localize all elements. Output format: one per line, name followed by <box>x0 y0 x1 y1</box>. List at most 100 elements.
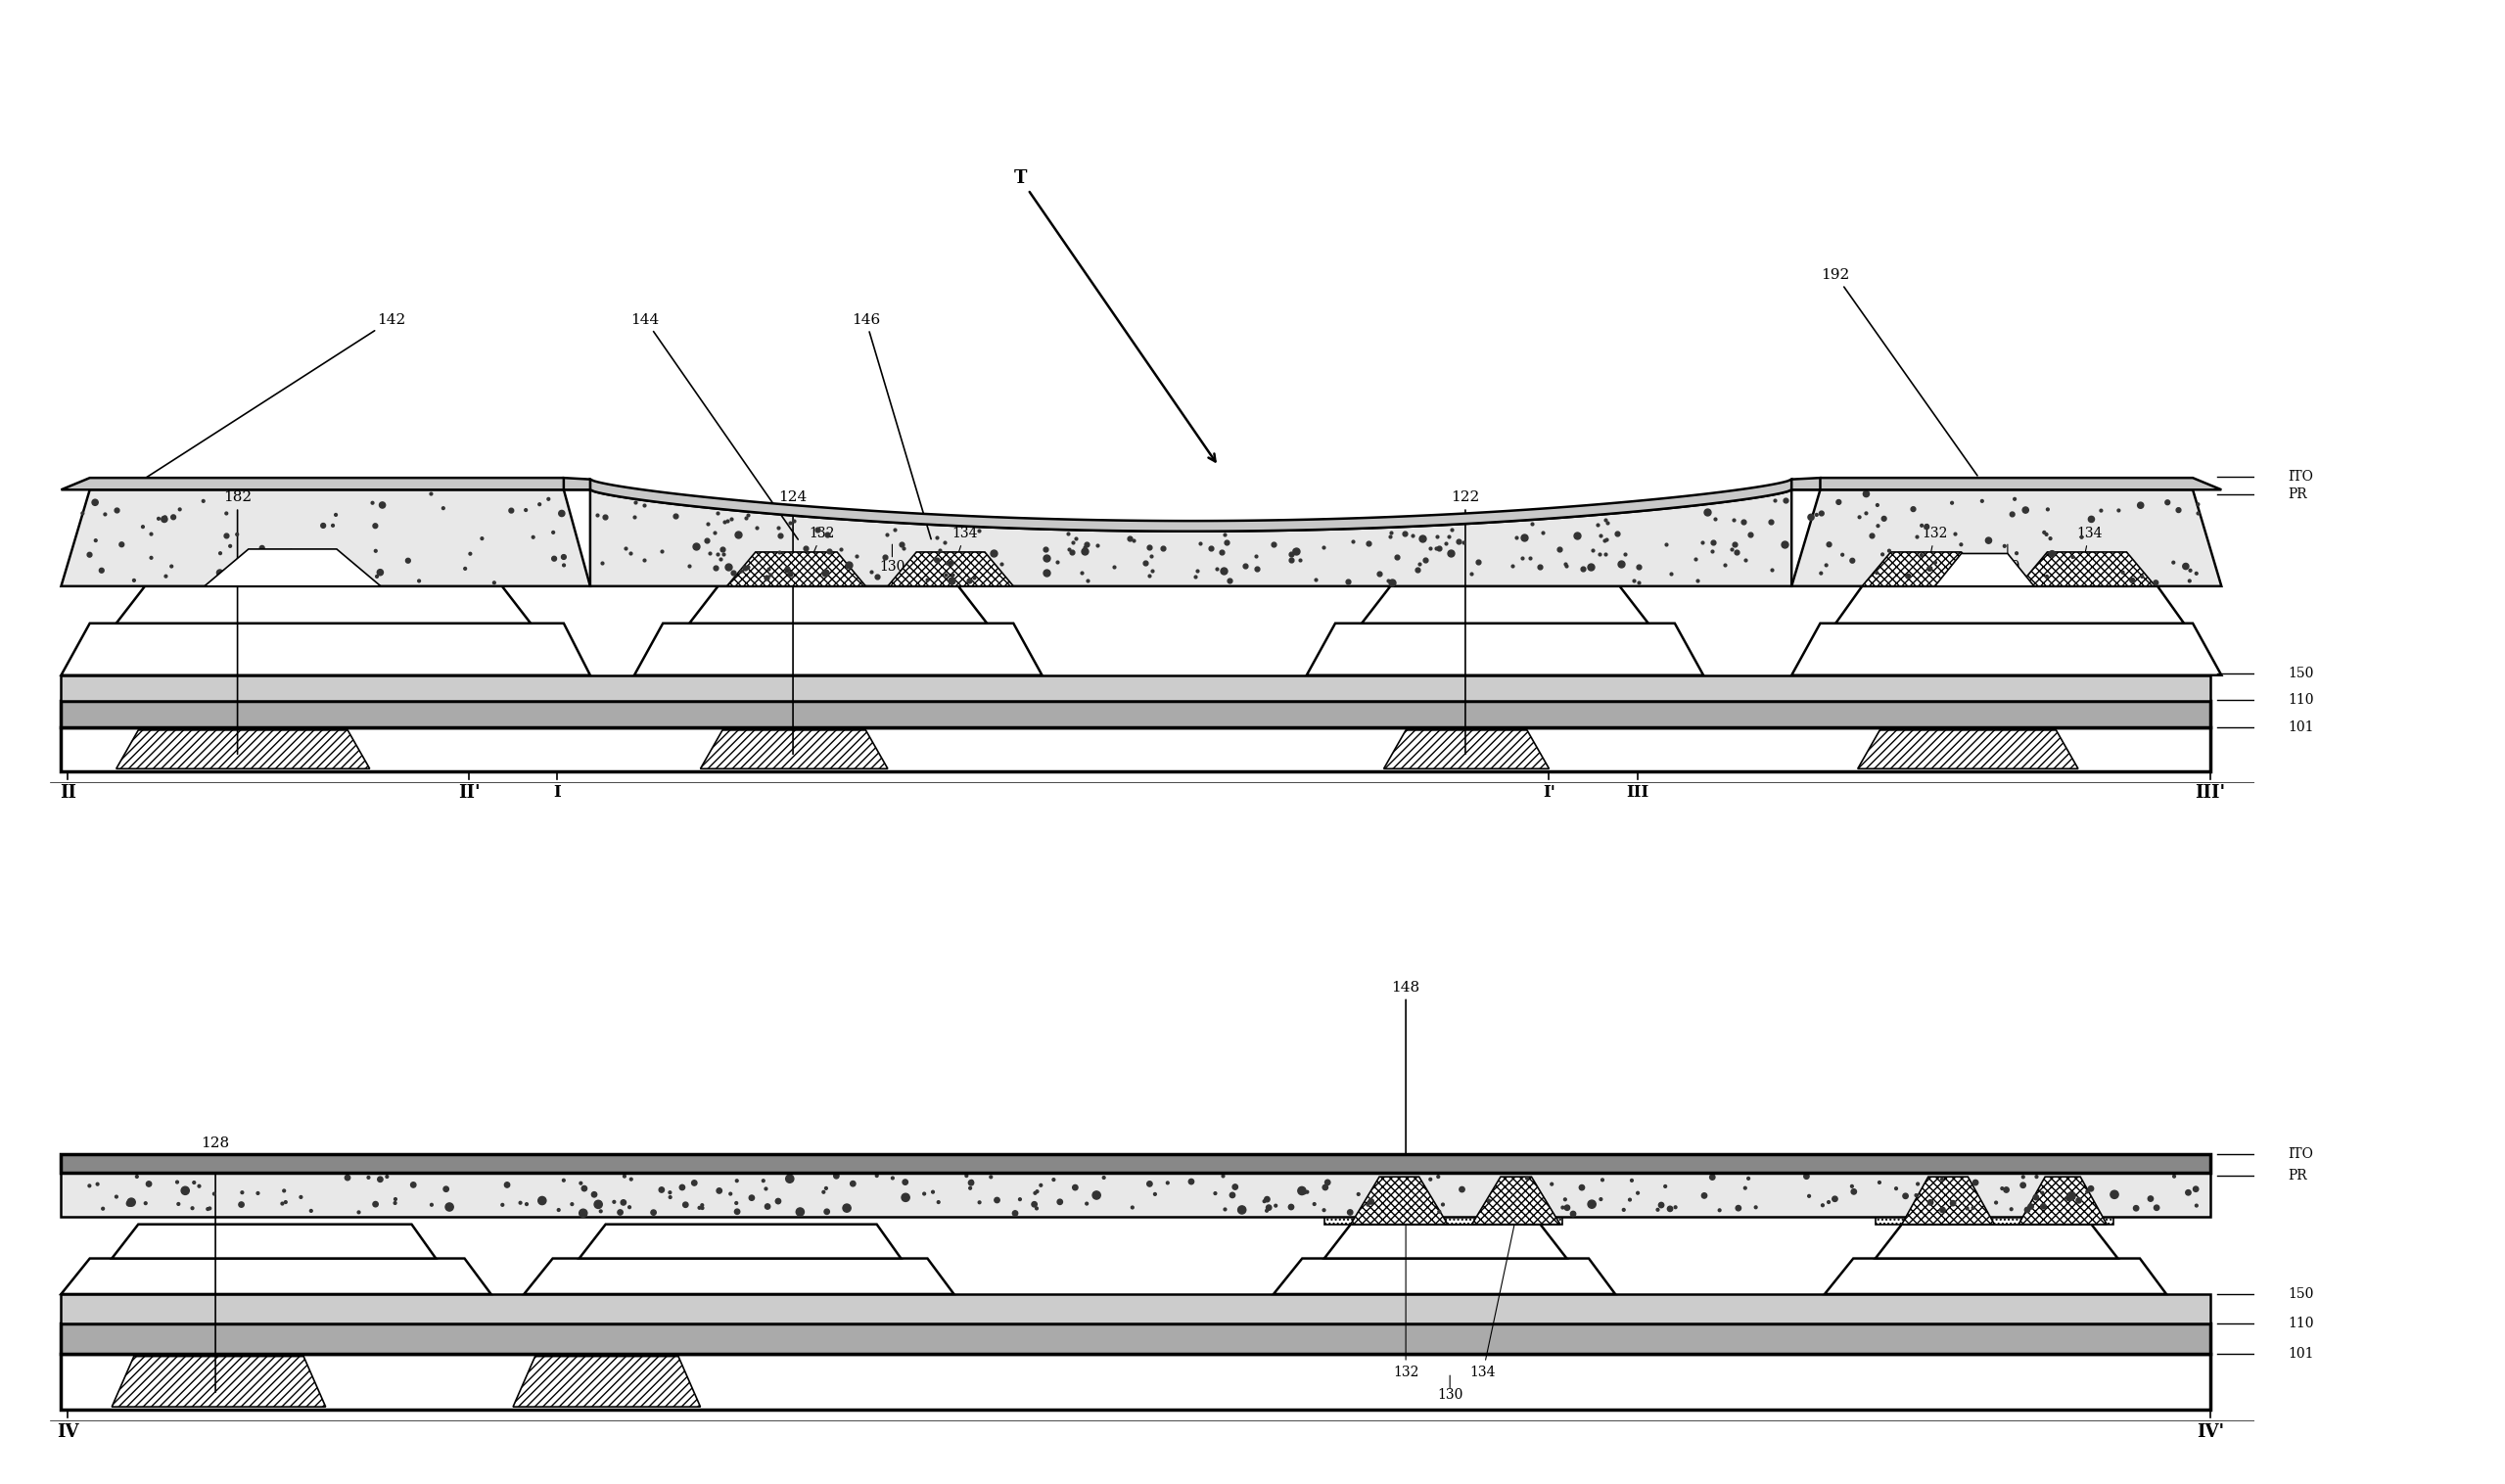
Point <box>994 1202 1035 1226</box>
Point <box>1996 542 2037 565</box>
Point <box>1896 525 1936 549</box>
Point <box>1438 530 1478 554</box>
Polygon shape <box>2019 1177 2107 1224</box>
Point <box>1611 1168 1651 1192</box>
Point <box>561 1171 601 1195</box>
Point <box>864 545 904 568</box>
Point <box>461 527 501 551</box>
Point <box>238 565 278 589</box>
Point <box>1172 1169 1212 1193</box>
Point <box>125 1192 165 1215</box>
Point <box>729 555 769 579</box>
Point <box>2154 1165 2194 1189</box>
Point <box>579 1193 619 1217</box>
Point <box>1368 568 1408 592</box>
Point <box>223 1181 263 1205</box>
Point <box>1751 510 1791 534</box>
Point <box>999 1187 1040 1211</box>
Point <box>1295 1192 1335 1215</box>
Point <box>506 499 546 522</box>
Point <box>1656 1195 1696 1218</box>
Point <box>914 548 954 571</box>
Polygon shape <box>1308 623 1703 675</box>
Point <box>1511 546 1551 570</box>
Point <box>2082 499 2122 522</box>
Point <box>1275 539 1315 562</box>
Point <box>1894 497 1934 521</box>
Point <box>564 1177 604 1201</box>
Text: 150: 150 <box>2287 1287 2315 1301</box>
Point <box>2137 571 2177 595</box>
Point <box>356 1192 396 1215</box>
Point <box>2159 499 2199 522</box>
Point <box>751 562 792 586</box>
Polygon shape <box>60 1172 2209 1217</box>
Point <box>145 564 185 588</box>
Point <box>1443 1177 1483 1201</box>
Point <box>63 502 103 525</box>
Point <box>724 555 764 579</box>
Point <box>1067 531 1107 555</box>
Point <box>744 1169 784 1193</box>
Point <box>609 1195 649 1218</box>
Point <box>767 559 807 583</box>
Point <box>2027 564 2067 588</box>
Text: III: III <box>1626 784 1648 801</box>
Point <box>1378 546 1418 570</box>
Polygon shape <box>1836 586 2184 623</box>
Point <box>1055 527 1095 551</box>
Point <box>874 518 914 542</box>
Point <box>2177 493 2217 516</box>
Polygon shape <box>113 1224 436 1258</box>
Point <box>1723 510 1764 534</box>
Text: PR: PR <box>2287 487 2307 502</box>
Point <box>1415 536 1455 559</box>
Point <box>641 539 681 562</box>
Point <box>2072 508 2112 531</box>
Point <box>1077 533 1117 556</box>
Point <box>1202 1165 1242 1189</box>
Point <box>1731 522 1771 546</box>
Point <box>338 1201 378 1224</box>
Point <box>884 536 924 559</box>
Point <box>1936 522 1976 546</box>
Point <box>1543 1196 1583 1220</box>
Point <box>614 505 654 528</box>
Point <box>2137 1196 2177 1220</box>
Point <box>1846 502 1886 525</box>
Point <box>1403 527 1443 551</box>
Point <box>1571 1192 1611 1215</box>
Polygon shape <box>579 1224 902 1258</box>
Point <box>1911 1190 1951 1214</box>
Point <box>2102 561 2142 585</box>
Point <box>1142 536 1182 559</box>
Point <box>1834 1180 1874 1204</box>
Point <box>130 546 170 570</box>
Point <box>1330 1201 1370 1224</box>
Point <box>363 493 403 516</box>
Point <box>145 508 185 531</box>
Polygon shape <box>60 490 591 586</box>
Point <box>1683 1184 1723 1208</box>
Polygon shape <box>1791 490 2222 586</box>
Point <box>1360 562 1400 586</box>
Point <box>1513 512 1553 536</box>
Polygon shape <box>60 675 2209 700</box>
Point <box>1398 558 1438 582</box>
Point <box>606 536 646 559</box>
Text: 110: 110 <box>2287 693 2315 706</box>
Point <box>1686 500 1726 524</box>
Point <box>1015 1181 1055 1205</box>
Point <box>220 1193 261 1217</box>
Point <box>1468 1189 1508 1212</box>
Point <box>767 556 807 580</box>
Point <box>927 562 967 586</box>
Point <box>1523 521 1563 545</box>
Point <box>1508 1166 1548 1190</box>
Point <box>1283 1178 1323 1202</box>
Point <box>1578 542 1618 565</box>
Polygon shape <box>1363 586 1648 623</box>
Point <box>1280 548 1320 571</box>
Point <box>1698 1199 1738 1223</box>
Point <box>804 1180 844 1204</box>
